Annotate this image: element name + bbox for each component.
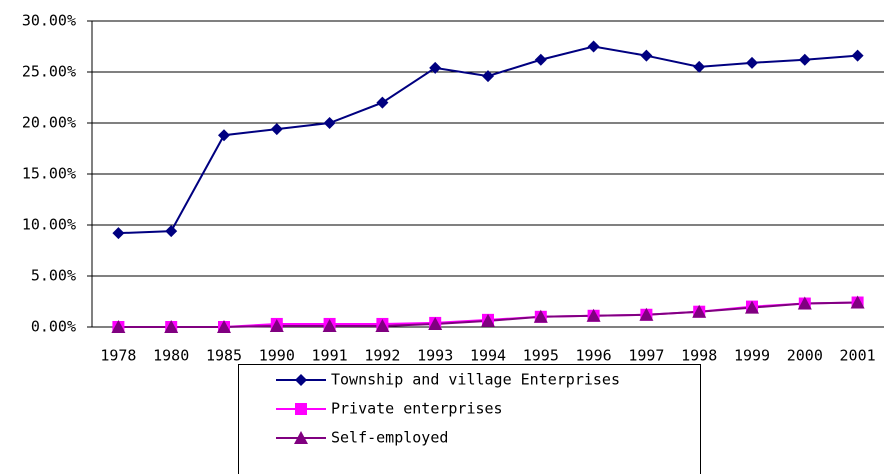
- point-marker: [270, 123, 283, 136]
- y-tick-label: 5.00%: [31, 267, 76, 285]
- x-tick-label: 1992: [364, 347, 400, 365]
- legend-marker: [294, 431, 308, 444]
- point-marker: [376, 96, 389, 109]
- legend-marker: [295, 374, 307, 386]
- legend-label: Private enterprises: [331, 400, 503, 418]
- point-marker: [850, 295, 865, 309]
- point-marker: [533, 309, 548, 323]
- x-tick-label: 1999: [734, 347, 770, 365]
- legend-marker: [295, 403, 307, 415]
- point-marker: [640, 49, 653, 62]
- x-tick-label: 1991: [312, 347, 348, 365]
- point-marker: [482, 70, 494, 83]
- point-marker: [481, 313, 495, 327]
- x-tick-label: 2000: [787, 347, 823, 365]
- x-tick-label: 1998: [681, 347, 717, 365]
- x-tick-label: 2001: [840, 347, 876, 365]
- x-tick-label: 1978: [100, 347, 136, 365]
- x-tick-label: 1996: [576, 347, 612, 365]
- point-marker: [428, 316, 443, 330]
- point-marker: [375, 318, 390, 332]
- point-marker: [639, 307, 654, 321]
- y-tick-label: 30.00%: [22, 12, 76, 30]
- point-marker: [165, 225, 178, 238]
- point-marker: [798, 53, 811, 66]
- y-tick-label: 15.00%: [22, 165, 76, 183]
- point-marker: [534, 53, 547, 66]
- point-marker: [693, 60, 706, 73]
- y-tick-label: 25.00%: [22, 63, 76, 81]
- x-tick-label: 1995: [523, 347, 559, 365]
- legend-box: [238, 364, 701, 474]
- point-marker: [851, 49, 864, 62]
- point-marker: [322, 318, 337, 332]
- point-marker: [745, 300, 759, 314]
- point-marker: [164, 320, 179, 333]
- y-tick-label: 10.00%: [22, 216, 76, 234]
- x-tick-label: 1993: [417, 347, 453, 365]
- legend: Township and village Enterprises Private …: [238, 364, 701, 474]
- point-marker: [586, 308, 601, 322]
- point-marker: [746, 56, 758, 69]
- y-tick-label: 0.00%: [31, 318, 76, 336]
- legend-label: Self-employed: [331, 429, 448, 447]
- point-marker: [269, 318, 284, 332]
- point-marker: [111, 320, 126, 333]
- x-tick-label: 1990: [259, 347, 295, 365]
- x-tick-label: 1997: [628, 347, 664, 365]
- legend-label: Township and village Enterprises: [331, 371, 620, 389]
- x-tick-label: 1985: [206, 347, 242, 365]
- point-marker: [218, 129, 230, 142]
- point-marker: [112, 227, 125, 240]
- x-tick-label: 1994: [470, 347, 506, 365]
- point-marker: [692, 304, 707, 318]
- point-marker: [429, 61, 442, 74]
- point-marker: [323, 117, 336, 129]
- y-tick-label: 20.00%: [22, 114, 76, 132]
- point-marker: [587, 40, 600, 53]
- point-marker: [797, 296, 812, 310]
- point-marker: [217, 320, 231, 333]
- x-tick-label: 1980: [153, 347, 189, 365]
